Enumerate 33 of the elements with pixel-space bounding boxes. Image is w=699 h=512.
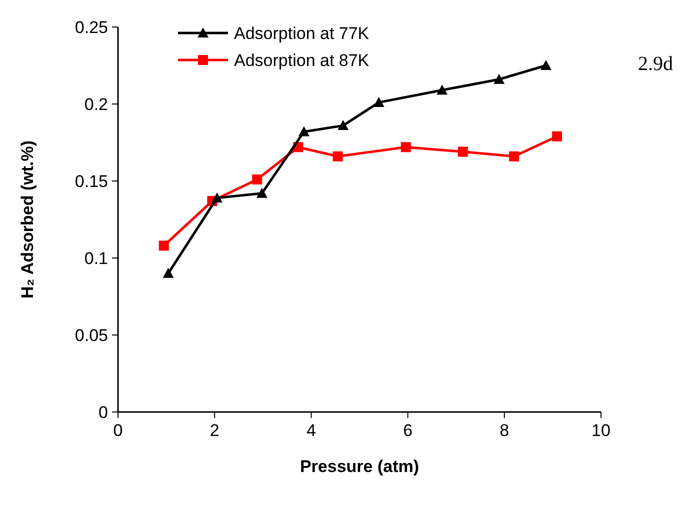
y-axis-title: H₂ Adsorbed (wt.%) [18, 140, 37, 299]
point [494, 74, 505, 84]
point [338, 120, 349, 130]
x-tick-label: 2 [210, 421, 220, 440]
point [298, 126, 310, 136]
point [212, 192, 223, 202]
point [509, 151, 520, 162]
y-tick-label: 0.05 [74, 326, 108, 345]
x-axis-title: Pressure (atm) [300, 457, 420, 476]
x-tick-label: 10 [592, 421, 610, 440]
point [458, 146, 468, 157]
y-tick-label: 0.15 [74, 172, 108, 191]
legend-label: Adsorption at 87K [234, 50, 370, 70]
point [256, 188, 268, 198]
y-tick-label: 0.25 [74, 18, 108, 37]
x-tick-label: 6 [403, 421, 413, 440]
y-tick-label: 0.1 [84, 248, 108, 268]
point [158, 240, 169, 251]
x-tick-label: 0 [113, 421, 123, 440]
point [436, 84, 448, 95]
point [540, 60, 552, 70]
y-tick-label: 0 [98, 402, 108, 422]
legend-label: Adsorption at 77K [234, 24, 370, 43]
y-tick-label: 0.2 [84, 94, 108, 114]
x-tick-label: 4 [306, 421, 316, 440]
point [373, 96, 384, 107]
text: 2.9d [638, 53, 673, 75]
x-tick-label: 8 [500, 421, 510, 440]
point [332, 151, 343, 162]
point [162, 268, 174, 278]
point [252, 174, 262, 184]
point [552, 131, 562, 142]
point [400, 142, 411, 152]
